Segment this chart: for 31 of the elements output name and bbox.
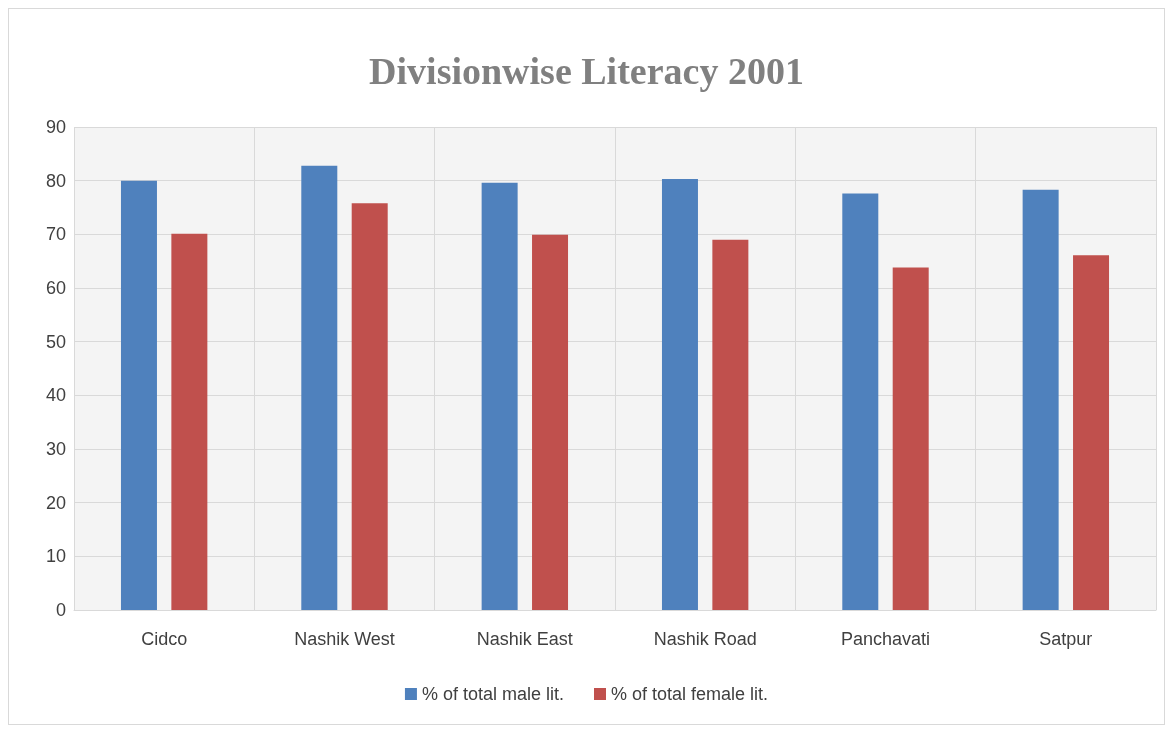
bar [1022,189,1059,610]
bar [661,179,698,610]
bar [171,233,208,610]
bar [842,193,879,610]
legend-label: % of total male lit. [421,684,564,704]
legend-label: % of total female lit. [610,684,769,704]
y-tick-label: 40 [45,385,66,406]
y-tick-label: 60 [45,278,66,298]
chart-title: Divisionwise Literacy 2001 [369,50,804,92]
x-tick-label: Nashik West [294,629,395,649]
bar [120,180,157,610]
x-tick-label: Panchavati [840,629,931,649]
y-tick-label: 20 [45,492,66,513]
y-tick-label: 0 [55,600,66,620]
bar [532,234,569,610]
bar [351,203,388,610]
y-tick-label: 10 [45,546,66,567]
bar [892,267,929,610]
y-tick-label: 70 [45,224,66,245]
y-tick-label: 90 [45,117,66,137]
x-tick-label: Cidco [141,629,188,649]
x-tick-label: Nashik East [476,629,573,649]
bar [712,239,749,610]
x-tick-label: Nashik Road [653,629,757,649]
y-tick-label: 30 [45,439,66,459]
y-tick-label: 80 [45,170,66,191]
bar [481,182,518,610]
bar [301,165,338,610]
y-tick-label: 50 [45,331,66,352]
x-tick-label: Satpur [1039,629,1093,649]
bar [1073,255,1110,610]
